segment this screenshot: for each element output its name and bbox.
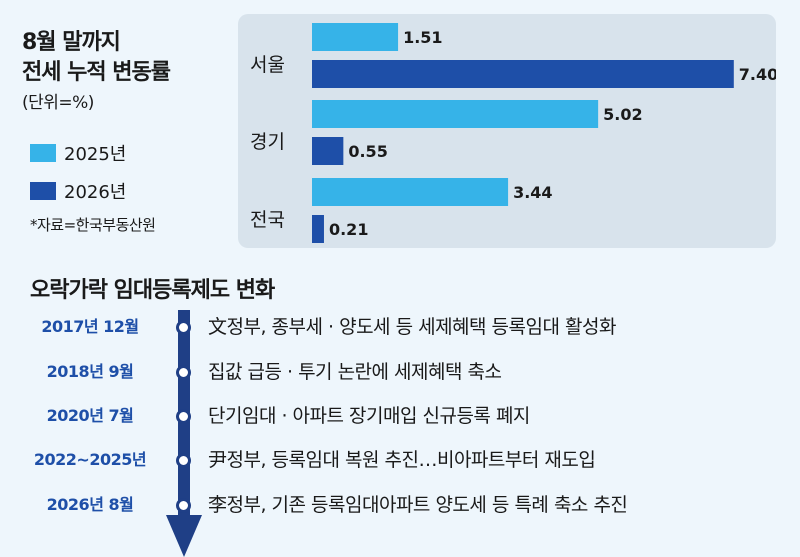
legend-swatch-2026 xyxy=(30,182,56,200)
bar-chart: 서울 1.51 7.40 경기 5.02 0.55 전국 3.44 0.21 xyxy=(250,23,776,243)
timeline-event-text: 尹정부, 등록임대 복원 추진…비아파트부터 재도입 xyxy=(208,449,596,471)
bar-2025년-경기 xyxy=(312,100,599,128)
timeline-event: 2020년 7월 단기임대 · 아파트 장기매입 신규등록 폐지 xyxy=(0,401,800,431)
bar-2026년-서울 xyxy=(312,60,734,88)
timeline-event-date: 2020년 7월 xyxy=(46,406,134,425)
chart-title-line-2: 전세 누적 변동률 xyxy=(22,60,171,85)
bar-2025년-전국 xyxy=(312,178,509,206)
bar-value-label: 5.02 xyxy=(603,105,642,124)
timeline-dot-icon xyxy=(176,498,191,513)
timeline-event-text: 집값 급등 · 투기 논란에 세제혜택 축소 xyxy=(208,361,502,383)
chart-unit-label: (단위=%) xyxy=(22,93,94,113)
timeline-event: 2017년 12월 文정부, 종부세 · 양도세 등 세제혜택 등록임대 활성화 xyxy=(0,312,800,342)
chart-title-line-1: 8월 말까지 xyxy=(22,30,121,55)
bar-2025년-서울 xyxy=(312,23,399,51)
bar-value-label: 0.21 xyxy=(329,220,368,239)
category-label: 서울 xyxy=(250,54,285,76)
bar-value-label: 0.55 xyxy=(348,142,387,161)
chart-panel: 서울 1.51 7.40 경기 5.02 0.55 전국 3.44 0.21 xyxy=(238,14,776,248)
timeline-event-date: 2017년 12월 xyxy=(41,317,139,336)
timeline-title: 오락가락 임대등록제도 변화 xyxy=(30,278,275,303)
category-label: 경기 xyxy=(250,131,285,153)
bar-2026년-경기 xyxy=(312,137,344,165)
chart-source-note: *자료=한국부동산원 xyxy=(30,216,156,234)
timeline-arrow-shape xyxy=(166,310,202,557)
timeline-event-text: 李정부, 기존 등록임대아파트 양도세 등 특례 축소 추진 xyxy=(208,494,628,516)
bar-value-label: 1.51 xyxy=(403,28,442,47)
timeline-event-date: 2026년 8월 xyxy=(46,495,134,514)
timeline-event-text: 文정부, 종부세 · 양도세 등 세제혜택 등록임대 활성화 xyxy=(208,316,616,338)
timeline-arrow-icon xyxy=(166,310,202,557)
timeline-event: 2026년 8월 李정부, 기존 등록임대아파트 양도세 등 특례 축소 추진 xyxy=(0,490,800,520)
timeline-event-date: 2018년 9월 xyxy=(46,362,134,381)
legend-swatch-2025 xyxy=(30,144,56,162)
timeline-dot-icon xyxy=(176,453,191,468)
chart-title: 8월 말까지 전세 누적 변동률 xyxy=(22,28,171,88)
timeline-event: 2018년 9월 집값 급등 · 투기 논란에 세제혜택 축소 xyxy=(0,357,800,387)
legend-label-2026: 2026년 xyxy=(64,182,127,203)
bar-2026년-전국 xyxy=(312,215,324,243)
legend-label-2025: 2025년 xyxy=(64,144,127,165)
timeline-event-date: 2022~2025년 xyxy=(33,450,147,469)
legend-item-2025: 2025년 xyxy=(30,140,126,166)
timeline-event: 2022~2025년 尹정부, 등록임대 복원 추진…비아파트부터 재도입 xyxy=(0,445,800,475)
category-label: 전국 xyxy=(250,209,285,231)
bar-value-label: 7.40 xyxy=(739,65,776,84)
bar-value-label: 3.44 xyxy=(513,183,552,202)
timeline-dot-icon xyxy=(176,320,191,335)
timeline-event-text: 단기임대 · 아파트 장기매입 신규등록 폐지 xyxy=(208,405,530,427)
timeline-dot-icon xyxy=(176,365,191,380)
legend-item-2026: 2026년 xyxy=(30,178,126,204)
timeline-dot-icon xyxy=(176,409,191,424)
